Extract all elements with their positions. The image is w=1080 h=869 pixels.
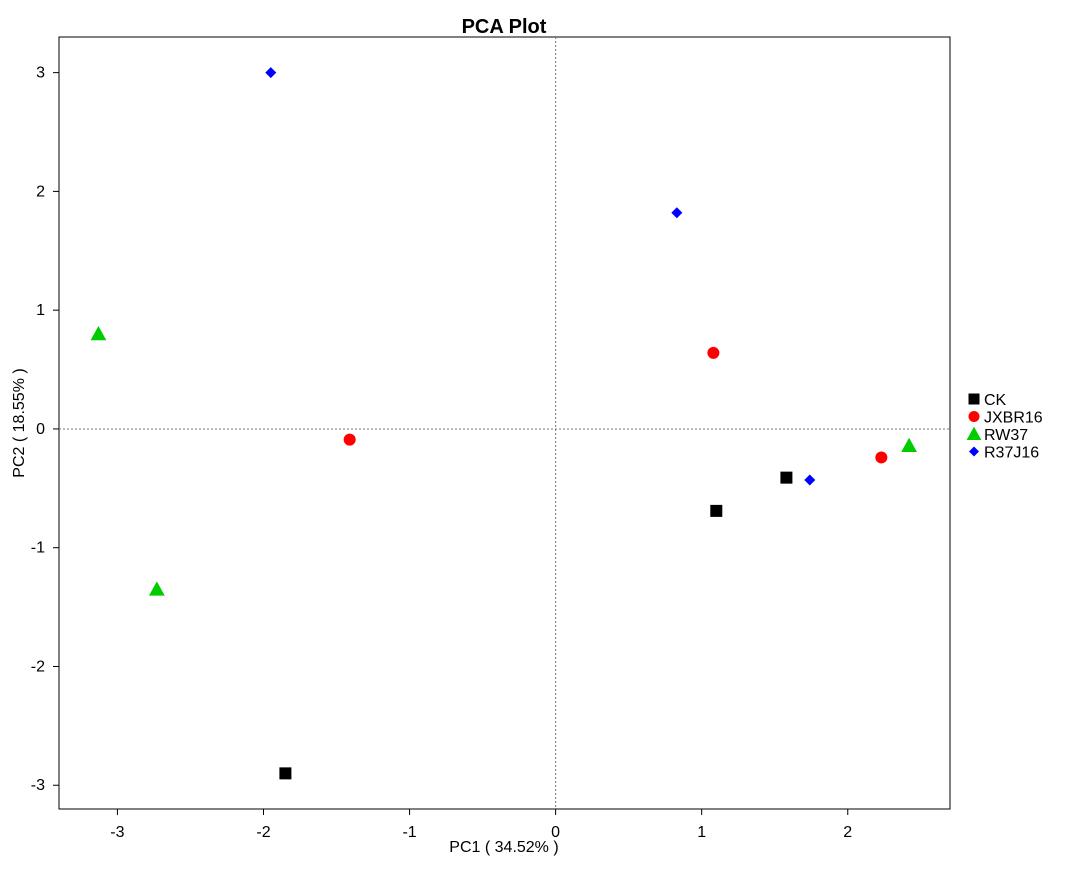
data-point-jxbr16 — [707, 346, 720, 359]
chart-title: PCA Plot — [462, 16, 547, 38]
plot-frame — [58, 36, 951, 810]
x-tick-label: 0 — [551, 824, 560, 841]
x-axis-ticks: -3 -2 -1 0 1 2 — [110, 809, 852, 841]
y-tick-label: 0 — [36, 421, 45, 438]
data-point-r37j16 — [804, 474, 816, 486]
y-tick-label: -2 — [31, 658, 45, 675]
y-axis-label: PC2 ( 18.55% ) — [11, 368, 28, 477]
legend-item-r37j16: R37J16 — [969, 445, 1039, 462]
series-rw37 — [90, 326, 917, 596]
x-tick-label: -3 — [110, 824, 124, 841]
y-tick-label: -1 — [31, 540, 45, 557]
data-points — [90, 67, 917, 780]
data-point-r37j16 — [671, 207, 683, 219]
y-axis-ticks: -3 -2 -1 0 1 2 3 — [31, 65, 59, 794]
x-tick-label: -1 — [402, 824, 416, 841]
data-point-ck — [780, 471, 793, 484]
series-r37j16 — [265, 67, 816, 486]
legend-label-r37j16: R37J16 — [984, 445, 1039, 462]
data-point-r37j16 — [265, 67, 277, 79]
data-point-rw37 — [148, 581, 165, 596]
legend-label-rw37: RW37 — [984, 427, 1028, 444]
series-ck — [279, 471, 793, 780]
y-tick-label: -3 — [31, 777, 45, 794]
x-tick-label: -2 — [256, 824, 270, 841]
data-point-rw37 — [901, 437, 917, 452]
legend-marker-ck — [968, 393, 980, 405]
legend-label-jxbr16: JXBR16 — [984, 410, 1043, 427]
legend-marker-jxbr16 — [968, 411, 980, 422]
data-point-ck — [279, 767, 292, 780]
data-point-rw37 — [90, 326, 107, 341]
legend-marker-rw37 — [966, 426, 982, 440]
data-point-jxbr16 — [343, 433, 356, 446]
data-point-ck — [710, 504, 723, 517]
x-tick-label: 2 — [843, 824, 852, 841]
y-tick-label: 1 — [36, 302, 45, 319]
legend-item-ck: CK — [968, 392, 1007, 409]
legend-label-ck: CK — [984, 392, 1007, 409]
legend-marker-r37j16 — [969, 446, 979, 457]
legend-item-jxbr16: JXBR16 — [968, 410, 1043, 427]
x-tick-label: 1 — [697, 824, 706, 841]
data-point-jxbr16 — [875, 451, 888, 464]
series-jxbr16 — [343, 346, 888, 464]
x-axis-label: PC1 ( 34.52% ) — [449, 839, 558, 856]
legend-item-rw37: RW37 — [966, 426, 1028, 444]
y-tick-label: 2 — [36, 183, 45, 200]
y-tick-label: 3 — [36, 65, 45, 82]
